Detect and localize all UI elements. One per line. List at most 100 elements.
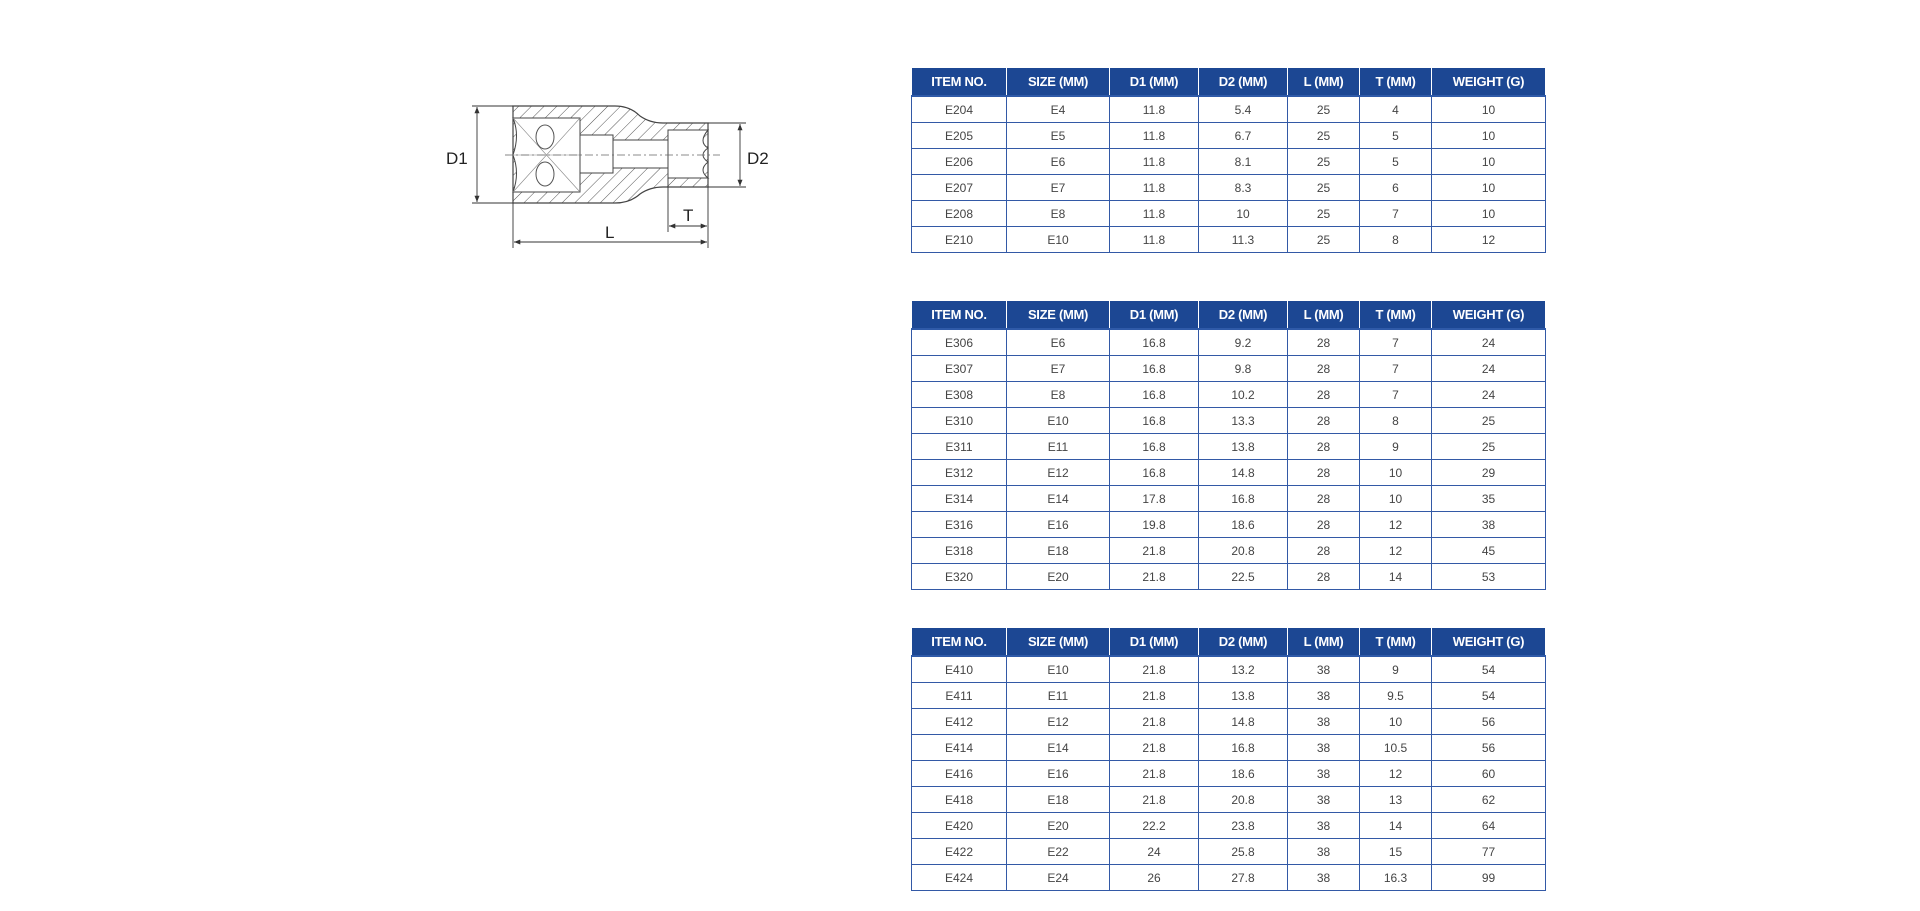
table-cell: 35 — [1431, 485, 1546, 512]
table-cell: 38 — [1287, 786, 1360, 813]
table-cell: 38 — [1287, 734, 1360, 761]
table-cell: 60 — [1431, 760, 1546, 787]
spec-table-e200: ITEM NO. SIZE (MM) D1 (MM) D2 (MM) L (MM) T (… — [911, 67, 1546, 253]
table-cell: 16.8 — [1109, 407, 1199, 434]
table-row: E424 E24 26 27.8 38 16.3 99 — [911, 864, 1546, 891]
table-row: E307 E7 16.8 9.8 28 7 24 — [911, 355, 1546, 382]
l-label: L — [605, 223, 614, 242]
table-row: E204 E4 11.8 5.4 25 4 10 — [911, 95, 1546, 123]
table-cell: 11.8 — [1109, 122, 1199, 149]
table-cell: 16.3 — [1359, 864, 1432, 891]
column-header: ITEM NO. — [911, 627, 1007, 657]
table-cell: E7 — [1006, 174, 1110, 201]
table-cell: E416 — [911, 760, 1007, 787]
table-cell: 21.8 — [1109, 708, 1199, 735]
column-header: D2 (MM) — [1198, 627, 1288, 657]
table-cell: 9 — [1359, 433, 1432, 460]
table-cell: 54 — [1431, 655, 1546, 683]
table-cell: 25 — [1287, 95, 1360, 123]
table-cell: E22 — [1006, 838, 1110, 865]
table-cell: 21.8 — [1109, 655, 1199, 683]
table-cell: 10 — [1431, 122, 1546, 149]
table-cell: 10 — [1359, 485, 1432, 512]
table-cell: 11.8 — [1109, 174, 1199, 201]
table-cell: 10 — [1359, 459, 1432, 486]
table-row: E312 E12 16.8 14.8 28 10 29 — [911, 459, 1546, 486]
table-cell: 18.6 — [1198, 511, 1288, 538]
table-cell: 10 — [1431, 174, 1546, 201]
table-cell: 19.8 — [1109, 511, 1199, 538]
table-row: E311 E11 16.8 13.8 28 9 25 — [911, 433, 1546, 460]
table-cell: E18 — [1006, 537, 1110, 564]
table-cell: 12 — [1431, 226, 1546, 253]
table-cell: 28 — [1287, 563, 1360, 590]
column-header: D1 (MM) — [1109, 67, 1199, 97]
table-row: E422 E22 24 25.8 38 15 77 — [911, 838, 1546, 865]
table-row: E206 E6 11.8 8.1 25 5 10 — [911, 148, 1546, 175]
table-cell: 10 — [1431, 95, 1546, 123]
column-header: T (MM) — [1359, 67, 1432, 97]
table-cell: 21.8 — [1109, 563, 1199, 590]
column-header: WEIGHT (G) — [1431, 300, 1546, 330]
table-cell: E16 — [1006, 760, 1110, 787]
table-cell: 38 — [1431, 511, 1546, 538]
table-cell: 15 — [1359, 838, 1432, 865]
table-cell: 10 — [1431, 200, 1546, 227]
table-cell: 38 — [1287, 708, 1360, 735]
table-cell: 7 — [1359, 200, 1432, 227]
column-header: SIZE (MM) — [1006, 300, 1110, 330]
table-cell: 8 — [1359, 407, 1432, 434]
column-header: L (MM) — [1287, 300, 1360, 330]
table-cell: E310 — [911, 407, 1007, 434]
column-header: D2 (MM) — [1198, 300, 1288, 330]
table-cell: 38 — [1287, 812, 1360, 839]
table-row: E412 E12 21.8 14.8 38 10 56 — [911, 708, 1546, 735]
table-cell: 7 — [1359, 328, 1432, 356]
table-cell: E20 — [1006, 563, 1110, 590]
table-cell: 54 — [1431, 682, 1546, 709]
table-cell: E11 — [1006, 682, 1110, 709]
table-cell: 9.5 — [1359, 682, 1432, 709]
table-cell: 10 — [1359, 708, 1432, 735]
table-cell: 26 — [1109, 864, 1199, 891]
table-cell: 38 — [1287, 760, 1360, 787]
table-cell: E410 — [911, 655, 1007, 683]
table-cell: 38 — [1287, 838, 1360, 865]
table-cell: E411 — [911, 682, 1007, 709]
table-cell: 25 — [1287, 174, 1360, 201]
table-cell: 38 — [1287, 655, 1360, 683]
table-cell: 13.8 — [1198, 682, 1288, 709]
table-cell: E307 — [911, 355, 1007, 382]
table-cell: 16.8 — [1109, 459, 1199, 486]
table-cell: 8.3 — [1198, 174, 1288, 201]
table-cell: 62 — [1431, 786, 1546, 813]
header-row: ITEM NO. SIZE (MM) D1 (MM) D2 (MM) L (MM) T (… — [911, 300, 1546, 330]
table-cell: 5 — [1359, 148, 1432, 175]
table-cell: 25 — [1431, 407, 1546, 434]
table-cell: 24 — [1431, 328, 1546, 356]
table-row: E207 E7 11.8 8.3 25 6 10 — [911, 174, 1546, 201]
table-cell: 10 — [1431, 148, 1546, 175]
table-cell: 16.8 — [1109, 328, 1199, 356]
table-cell: E210 — [911, 226, 1007, 253]
table-row: E410 E10 21.8 13.2 38 9 54 — [911, 655, 1546, 683]
table-cell: 25 — [1287, 122, 1360, 149]
table-cell: E424 — [911, 864, 1007, 891]
table-cell: 64 — [1431, 812, 1546, 839]
spec-table-e300: ITEM NO. SIZE (MM) D1 (MM) D2 (MM) L (MM) T (… — [911, 300, 1546, 590]
table-row: E208 E8 11.8 10 25 7 10 — [911, 200, 1546, 227]
table-cell: 21.8 — [1109, 760, 1199, 787]
table-cell: E10 — [1006, 226, 1110, 253]
table-cell: 14.8 — [1198, 459, 1288, 486]
column-header: L (MM) — [1287, 627, 1360, 657]
table-cell: 28 — [1287, 511, 1360, 538]
table-cell: 8.1 — [1198, 148, 1288, 175]
table-cell: E5 — [1006, 122, 1110, 149]
table-cell: E206 — [911, 148, 1007, 175]
table-cell: 13.3 — [1198, 407, 1288, 434]
table-cell: 8 — [1359, 226, 1432, 253]
table-cell: E12 — [1006, 708, 1110, 735]
table-cell: 24 — [1431, 381, 1546, 408]
table-cell: E318 — [911, 537, 1007, 564]
table-row: E310 E10 16.8 13.3 28 8 25 — [911, 407, 1546, 434]
